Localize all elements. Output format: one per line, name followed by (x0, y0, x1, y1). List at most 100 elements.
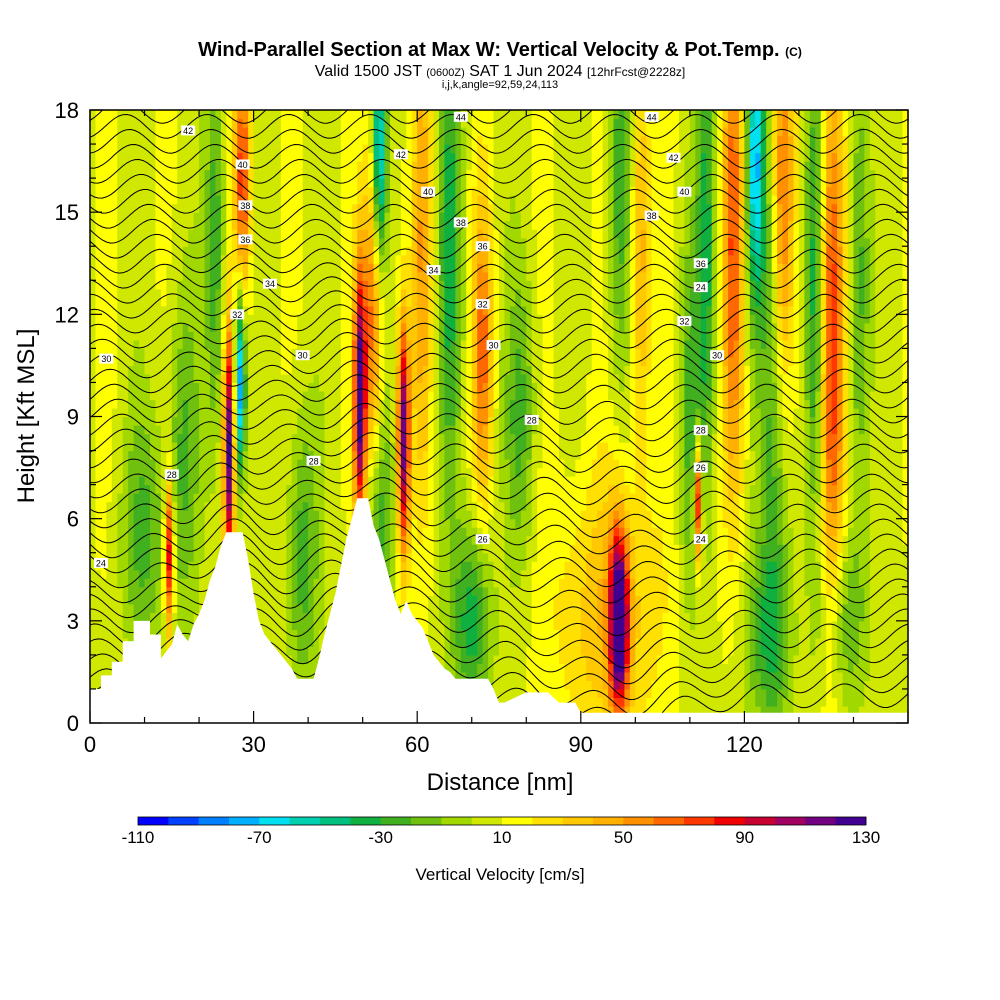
velocity-cell (297, 425, 304, 435)
velocity-cell (182, 578, 189, 588)
velocity-cell (411, 459, 418, 469)
velocity-cell (280, 280, 287, 290)
velocity-cell (400, 195, 407, 205)
velocity-cell (111, 254, 118, 264)
velocity-cell (286, 552, 293, 562)
velocity-cell (171, 229, 178, 239)
velocity-cell (117, 169, 124, 179)
velocity-cell (259, 510, 266, 520)
velocity-cell (335, 288, 342, 298)
velocity-cell (373, 527, 380, 537)
velocity-cell (264, 561, 271, 571)
velocity-cell (117, 450, 124, 460)
velocity-cell (100, 399, 107, 409)
velocity-cell (275, 203, 282, 213)
velocity-cell (280, 501, 287, 511)
velocity-cell (368, 152, 375, 162)
velocity-cell (275, 399, 282, 409)
velocity-cell (286, 501, 293, 511)
velocity-cell (166, 637, 173, 647)
velocity-cell (248, 552, 255, 562)
velocity-cell (171, 484, 178, 494)
velocity-cell (422, 569, 429, 579)
velocity-cell (335, 203, 342, 213)
velocity-cell (128, 484, 135, 494)
velocity-cell (264, 186, 271, 196)
velocity-cell (439, 127, 446, 137)
velocity-cell (117, 229, 124, 239)
velocity-cell (455, 331, 462, 341)
velocity-cell (340, 263, 347, 273)
velocity-cell (346, 118, 353, 128)
velocity-cell (237, 152, 244, 162)
velocity-cell (100, 518, 107, 528)
velocity-cell (400, 459, 407, 469)
velocity-cell (324, 271, 331, 281)
velocity-cell (275, 416, 282, 426)
velocity-cell (199, 510, 206, 520)
velocity-cell (111, 425, 118, 435)
velocity-cell (357, 331, 364, 341)
velocity-cell (335, 552, 342, 562)
velocity-cell (248, 331, 255, 341)
velocity-cell (171, 510, 178, 520)
velocity-cell (346, 348, 353, 358)
velocity-cell (433, 118, 440, 128)
velocity-cell (449, 348, 456, 358)
velocity-cell (193, 288, 200, 298)
velocity-cell (297, 535, 304, 545)
velocity-cell (166, 595, 173, 605)
velocity-cell (384, 186, 391, 196)
velocity-cell (90, 271, 97, 281)
velocity-cell (155, 195, 162, 205)
velocity-cell (297, 544, 304, 554)
velocity-cell (422, 552, 429, 562)
velocity-cell (199, 373, 206, 384)
velocity-cell (302, 629, 309, 639)
velocity-cell (460, 365, 467, 375)
velocity-cell (422, 390, 429, 401)
velocity-cell (280, 442, 287, 452)
velocity-cell (259, 578, 266, 588)
velocity-cell (411, 382, 418, 392)
velocity-cell (395, 518, 402, 528)
velocity-cell (308, 637, 315, 647)
velocity-cell (209, 135, 217, 145)
velocity-cell (144, 169, 151, 179)
velocity-cell (291, 399, 298, 409)
velocity-cell (269, 220, 277, 230)
velocity-cell (242, 390, 249, 401)
velocity-cell (226, 433, 233, 443)
velocity-cell (297, 314, 304, 324)
velocity-cell (302, 152, 309, 162)
velocity-cell (428, 144, 435, 154)
velocity-cell (182, 246, 189, 256)
velocity-cell (439, 331, 446, 341)
velocity-cell (204, 237, 211, 247)
velocity-cell (199, 493, 206, 503)
velocity-cell (111, 578, 118, 588)
velocity-cell (264, 620, 271, 630)
velocity-cell (95, 680, 102, 690)
velocity-cell (389, 510, 396, 520)
velocity-cell (139, 203, 146, 213)
velocity-cell (389, 339, 396, 349)
velocity-cell (133, 118, 140, 128)
velocity-cell (220, 195, 227, 205)
velocity-cell (133, 442, 140, 452)
velocity-cell (428, 425, 435, 435)
velocity-cell (340, 459, 347, 469)
velocity-cell (368, 246, 375, 256)
velocity-cell (177, 510, 184, 520)
velocity-cell (90, 186, 97, 196)
velocity-cell (122, 450, 129, 460)
velocity-cell (171, 620, 178, 630)
velocity-cell (280, 399, 287, 409)
velocity-cell (149, 493, 157, 503)
velocity-cell (308, 586, 315, 596)
velocity-cell (90, 459, 97, 469)
velocity-cell (280, 118, 287, 128)
velocity-cell (411, 595, 418, 605)
velocity-cell (444, 510, 451, 520)
velocity-cell (297, 552, 304, 562)
